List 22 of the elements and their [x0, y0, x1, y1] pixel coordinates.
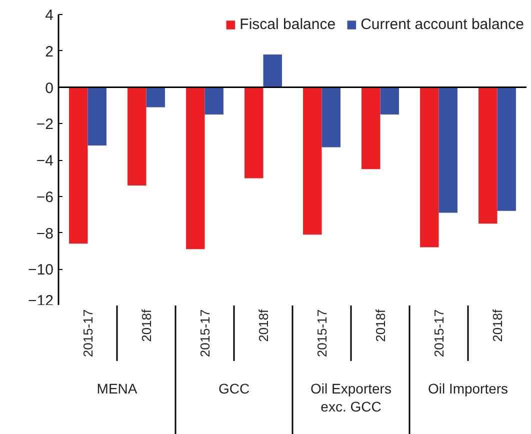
- x-tick-label: 2018f: [256, 308, 271, 342]
- legend-label: Fiscal balance: [240, 16, 336, 33]
- legend-label: Current account balance: [360, 16, 524, 33]
- text: Oil Importers: [428, 380, 508, 396]
- x-tick-label: 2018f: [372, 308, 388, 342]
- y-tick-label: 0: [45, 80, 54, 97]
- y-tick-label: −4: [36, 152, 54, 170]
- x-tick-label: 2015-17: [197, 309, 212, 358]
- y-tick-label: −6: [36, 188, 54, 206]
- x-tick-label: 2015-17: [431, 309, 446, 358]
- x-tick-label: 2018f: [490, 308, 505, 342]
- x-tick-label: 2015-17: [314, 309, 330, 358]
- y-tick-label: 2: [45, 43, 54, 60]
- y-tick-label: −8: [36, 225, 54, 242]
- x-tick-label: 2015-17: [80, 309, 96, 358]
- text: Oil Exporters exc. GCC: [310, 380, 392, 415]
- y-tick-label: −2: [36, 116, 54, 134]
- y-tick-label: 4: [45, 7, 54, 24]
- text: MENA: [96, 380, 138, 396]
- x-tick-label: 2018f: [138, 308, 154, 342]
- text: GCC: [218, 380, 250, 396]
- y-tick-label: −10: [28, 262, 54, 279]
